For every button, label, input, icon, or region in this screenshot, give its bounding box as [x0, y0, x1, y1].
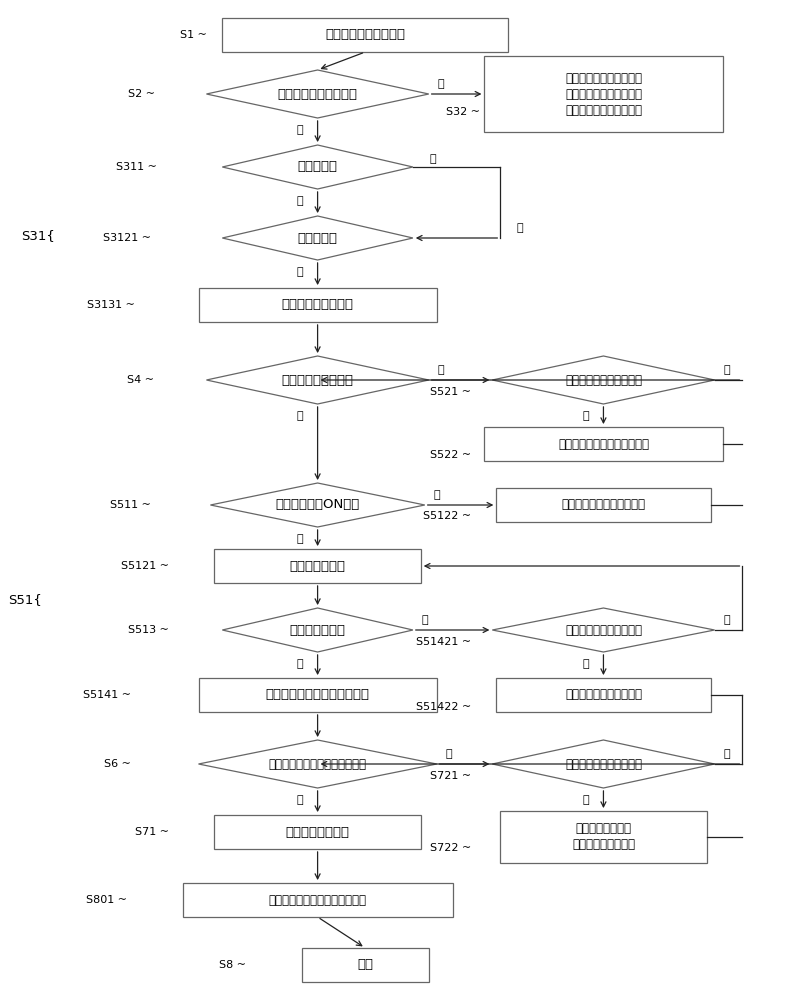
Text: S71 ~: S71 ~ [135, 827, 169, 837]
Text: 结束: 结束 [357, 958, 373, 972]
Text: S3121 ~: S3121 ~ [103, 233, 151, 243]
Text: 发送故障码，关闭快充继
电器、车载充电继电器、
主正继电器和主负继电器: 发送故障码，关闭快充继 电器、车载充电继电器、 主正继电器和主负继电器 [565, 72, 642, 116]
Text: S3131 ~: S3131 ~ [87, 300, 135, 310]
FancyBboxPatch shape [222, 18, 508, 52]
Text: 第四时间大于第四预设值: 第四时间大于第四预设值 [565, 758, 642, 770]
Text: 是: 是 [437, 79, 444, 89]
FancyBboxPatch shape [302, 948, 429, 982]
Text: 电压转化器关闭超时故障: 电压转化器关闭超时故障 [565, 688, 642, 702]
Text: S5121 ~: S5121 ~ [121, 561, 169, 571]
Text: 是: 是 [583, 659, 589, 669]
Text: 点火开关处于ON位置: 点火开关处于ON位置 [276, 498, 360, 512]
Text: 否: 否 [297, 534, 303, 544]
Text: 整车进入低压系统唤醒模式: 整车进入低压系统唤醒模式 [561, 498, 646, 512]
Text: 充电枪拔出: 充电枪拔出 [298, 232, 337, 244]
Text: S2 ~: S2 ~ [128, 89, 155, 99]
Text: 是: 是 [297, 267, 303, 277]
Polygon shape [492, 740, 715, 788]
Text: 否: 否 [723, 365, 730, 375]
Text: S32 ~: S32 ~ [445, 107, 480, 117]
Text: S721 ~: S721 ~ [430, 771, 471, 781]
Text: 否: 否 [445, 749, 452, 759]
Text: 是: 是 [583, 411, 589, 421]
Text: 电压转换器关闭: 电压转换器关闭 [290, 624, 345, 637]
Text: 车载充电继电器断开超时故障: 车载充电继电器断开超时故障 [558, 438, 649, 450]
Text: S5141 ~: S5141 ~ [83, 690, 131, 700]
Polygon shape [222, 608, 413, 652]
Text: 否: 否 [723, 749, 730, 759]
Text: S51{: S51{ [9, 593, 42, 606]
Text: S8 ~: S8 ~ [219, 960, 246, 970]
FancyBboxPatch shape [500, 811, 707, 863]
Polygon shape [206, 356, 429, 404]
FancyBboxPatch shape [198, 288, 437, 322]
Text: 充电上电过程发生故障: 充电上电过程发生故障 [278, 88, 357, 101]
FancyBboxPatch shape [198, 678, 437, 712]
Text: S6 ~: S6 ~ [104, 759, 131, 769]
Text: 是: 是 [430, 154, 436, 164]
Text: S311 ~: S311 ~ [117, 162, 157, 172]
Text: 主正继电器、主负
继电器断开超时故障: 主正继电器、主负 继电器断开超时故障 [572, 822, 635, 852]
FancyBboxPatch shape [496, 488, 711, 522]
Text: S1 ~: S1 ~ [179, 30, 206, 40]
Text: 进入车载充电下电流程: 进入车载充电下电流程 [326, 28, 405, 41]
Text: S31{: S31{ [21, 230, 55, 242]
Text: S521 ~: S521 ~ [430, 387, 471, 397]
Text: 是: 是 [297, 659, 303, 669]
Polygon shape [210, 483, 425, 527]
Text: 否: 否 [517, 223, 523, 233]
Polygon shape [206, 70, 429, 118]
FancyBboxPatch shape [214, 815, 421, 849]
FancyBboxPatch shape [496, 678, 711, 712]
Text: S5122 ~: S5122 ~ [422, 511, 471, 521]
Text: S4 ~: S4 ~ [127, 375, 154, 385]
FancyBboxPatch shape [484, 427, 723, 461]
Text: 主正继电器、主负继电器均断开: 主正继电器、主负继电器均断开 [268, 758, 367, 770]
Text: S51422 ~: S51422 ~ [415, 702, 471, 712]
Text: 第二时间大于第二预设值: 第二时间大于第二预设值 [565, 373, 642, 386]
FancyBboxPatch shape [484, 56, 723, 132]
Text: 是: 是 [434, 490, 440, 500]
Text: S511 ~: S511 ~ [110, 500, 151, 510]
Text: 否: 否 [422, 615, 428, 625]
Text: 第三时间大于第三预设值: 第三时间大于第三预设值 [565, 624, 642, 637]
Text: 是: 是 [297, 795, 303, 805]
Text: 否: 否 [297, 196, 303, 206]
Text: 关闭电压转换器: 关闭电压转换器 [290, 560, 345, 572]
Text: S722 ~: S722 ~ [430, 843, 471, 853]
Polygon shape [198, 740, 437, 788]
Text: 否: 否 [297, 125, 303, 135]
Text: 车载充电继电器断开: 车载充电继电器断开 [282, 373, 353, 386]
Text: 关闭主正继电器、主负继电器: 关闭主正继电器、主负继电器 [266, 688, 369, 702]
Text: S513 ~: S513 ~ [129, 625, 169, 635]
FancyBboxPatch shape [214, 549, 421, 583]
Text: 否: 否 [723, 615, 730, 625]
Text: S801 ~: S801 ~ [86, 895, 127, 905]
Text: S522 ~: S522 ~ [430, 450, 471, 460]
Text: 断开车载充电继电器: 断开车载充电继电器 [282, 298, 353, 312]
FancyBboxPatch shape [183, 883, 453, 917]
Text: S51421 ~: S51421 ~ [416, 637, 471, 647]
Text: 是: 是 [297, 411, 303, 421]
Text: 否: 否 [437, 365, 444, 375]
Text: 车载充电下电成功: 车载充电下电成功 [286, 826, 349, 838]
Polygon shape [492, 356, 715, 404]
Polygon shape [222, 216, 413, 260]
Text: 是: 是 [583, 795, 589, 805]
Polygon shape [492, 608, 715, 652]
Text: 存储电池系统发出的充电能量值: 存储电池系统发出的充电能量值 [268, 894, 367, 906]
Text: 电池充满电: 电池充满电 [298, 160, 337, 174]
Polygon shape [222, 145, 413, 189]
